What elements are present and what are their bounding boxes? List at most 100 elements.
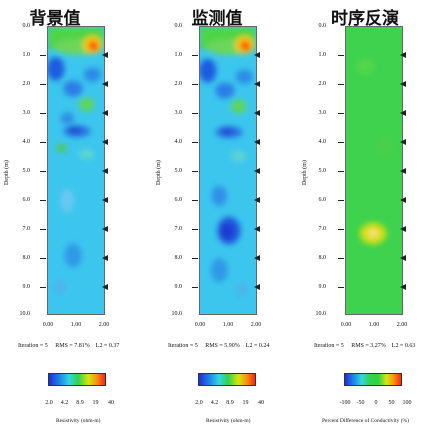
colorbar-tick: 8.9 bbox=[226, 400, 234, 406]
electrode-tick bbox=[40, 171, 46, 172]
electrode-tick bbox=[192, 113, 198, 114]
l2-text: L2 = 0.63 bbox=[391, 343, 416, 349]
colorbar-tick: -100 bbox=[339, 400, 351, 406]
y-tick: 8.0 bbox=[174, 255, 183, 261]
colorbar-tick: 4.2 bbox=[60, 400, 69, 406]
conductivity-difference-map bbox=[346, 27, 402, 314]
x-tick: 1.00 bbox=[70, 322, 82, 328]
arrow-icon bbox=[102, 81, 108, 87]
colorbar-ticks: 2.0 4.2 8.9 19 40 bbox=[192, 400, 268, 406]
arrow-icon bbox=[400, 110, 406, 116]
y-axis-label: Depth (m) bbox=[156, 160, 162, 185]
y-tick: 9.0 bbox=[22, 284, 31, 290]
panel-title: 监测值 bbox=[191, 9, 243, 29]
colorbar-ticks: -100 -50 0 50 100 bbox=[338, 400, 414, 406]
x-tick: 1.00 bbox=[222, 322, 234, 328]
arrow-icon bbox=[102, 139, 108, 145]
x-tick: 1.00 bbox=[368, 322, 380, 328]
electrode-tick bbox=[338, 229, 344, 230]
resistivity-section bbox=[47, 26, 105, 315]
panel-time-lapse: 时序反演 Depth (m) 0.0 1.0 2.0 3.0 4.0 5.0 6… bbox=[300, 0, 415, 430]
y-tick: 3.0 bbox=[174, 110, 183, 116]
electrode-tick bbox=[192, 55, 198, 56]
arrow-icon bbox=[400, 81, 406, 87]
y-tick: 8.0 bbox=[318, 255, 327, 261]
colorbar-tick: 8.9 bbox=[76, 400, 84, 406]
electrode-tick bbox=[192, 84, 198, 85]
electrode-tick bbox=[338, 55, 344, 56]
arrow-icon bbox=[254, 255, 260, 261]
colorbar-tick: 40 bbox=[108, 400, 114, 406]
colorbar-tick: 19 bbox=[92, 400, 99, 406]
y-tick: 10.0 bbox=[19, 311, 31, 317]
arrow-icon bbox=[102, 284, 108, 290]
electrode-markers-right bbox=[254, 26, 264, 315]
x-tick: 2.00 bbox=[250, 322, 262, 328]
electrode-tick bbox=[192, 258, 198, 259]
electrode-markers-right bbox=[400, 26, 410, 315]
electrode-tick bbox=[40, 287, 46, 288]
arrow-icon bbox=[254, 226, 260, 232]
x-tick: 0.00 bbox=[42, 322, 54, 328]
y-tick: 0.0 bbox=[174, 23, 183, 29]
y-tick: 2.0 bbox=[318, 81, 327, 87]
arrow-icon bbox=[254, 81, 260, 87]
electrode-tick bbox=[338, 287, 344, 288]
y-tick: 9.0 bbox=[174, 284, 183, 290]
electrode-tick bbox=[192, 200, 198, 201]
inversion-stats: Iteration = 5 RMS = 5.90% L2 = 0.24 bbox=[168, 343, 269, 349]
electrode-tick bbox=[192, 229, 198, 230]
colorbar-label: Resistivity (ohm-m) bbox=[56, 418, 101, 424]
resistivity-map bbox=[200, 27, 256, 314]
electrode-tick bbox=[338, 84, 344, 85]
arrow-icon bbox=[400, 284, 406, 290]
iteration-text: Iteration = 5 bbox=[18, 343, 48, 349]
rms-text: RMS = 5.90% bbox=[205, 343, 240, 349]
y-tick: 0.0 bbox=[22, 23, 31, 29]
y-tick: 7.0 bbox=[22, 226, 31, 232]
y-tick: 3.0 bbox=[318, 110, 327, 116]
resistivity-map bbox=[48, 27, 104, 314]
electrode-tick bbox=[338, 171, 344, 172]
arrow-icon bbox=[400, 139, 406, 145]
arrow-icon bbox=[254, 197, 260, 203]
electrode-tick bbox=[40, 113, 46, 114]
arrow-icon bbox=[254, 139, 260, 145]
y-tick: 7.0 bbox=[318, 226, 327, 232]
y-tick: 7.0 bbox=[174, 226, 183, 232]
iteration-text: Iteration = 5 bbox=[314, 343, 344, 349]
colorbar-tick: 50 bbox=[388, 400, 395, 406]
arrow-icon bbox=[254, 284, 260, 290]
colorbar-tick: 2.0 bbox=[195, 400, 203, 406]
y-tick: 6.0 bbox=[174, 197, 183, 203]
resistivity-section bbox=[199, 26, 257, 315]
arrow-icon bbox=[102, 197, 108, 203]
colorbar-label: Resistivity (ohm-m) bbox=[206, 418, 251, 424]
y-tick: 4.0 bbox=[318, 139, 327, 145]
colorbar-tick: 4.2 bbox=[210, 400, 219, 406]
colorbar-ticks: 2.0 4.2 8.9 19 40 bbox=[42, 400, 118, 406]
y-tick: 2.0 bbox=[174, 81, 183, 87]
y-tick: 4.0 bbox=[22, 139, 31, 145]
electrode-tick bbox=[40, 55, 46, 56]
arrow-icon bbox=[102, 255, 108, 261]
inversion-stats: Iteration = 5 RMS = 7.81% L2 = 0.37 bbox=[18, 343, 119, 349]
arrow-icon bbox=[102, 226, 108, 232]
arrow-icon bbox=[102, 168, 108, 174]
x-tick: 0.00 bbox=[340, 322, 352, 328]
colorbar-tick: 2.0 bbox=[45, 400, 53, 406]
y-axis-label: Depth (m) bbox=[4, 160, 10, 185]
arrow-icon bbox=[254, 110, 260, 116]
electrode-markers bbox=[40, 26, 46, 315]
arrow-icon bbox=[102, 52, 108, 58]
conductivity-difference-section bbox=[345, 26, 403, 315]
inversion-stats: Iteration = 5 RMS = 3.27% L2 = 0.63 bbox=[314, 343, 415, 349]
y-tick: 3.0 bbox=[22, 110, 31, 116]
electrode-markers-right bbox=[102, 26, 112, 315]
y-tick: 6.0 bbox=[318, 197, 327, 203]
arrow-icon bbox=[400, 52, 406, 58]
electrode-tick bbox=[338, 113, 344, 114]
arrow-icon bbox=[254, 52, 260, 58]
x-tick: 2.00 bbox=[98, 322, 110, 328]
colorbar-tick: 100 bbox=[402, 400, 412, 406]
